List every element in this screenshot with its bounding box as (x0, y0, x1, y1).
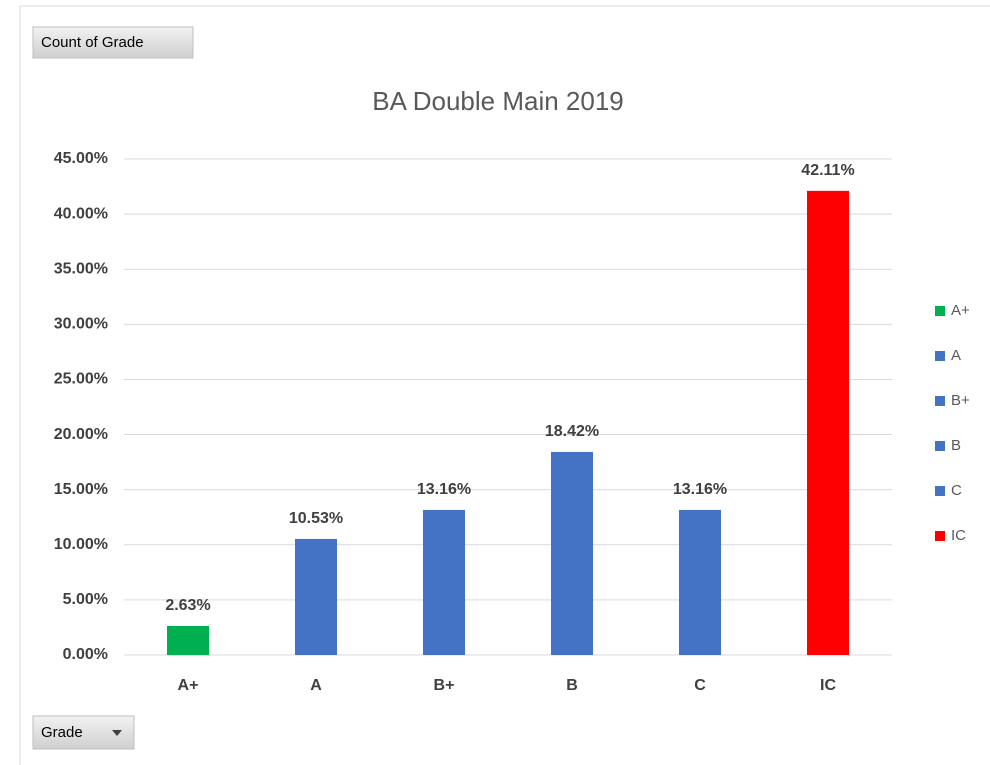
data-label: 10.53% (289, 510, 343, 527)
y-tick-label: 35.00% (54, 260, 108, 277)
axis-field-label: Grade (41, 724, 83, 741)
x-tick-label: B+ (434, 677, 455, 694)
y-tick-label: 15.00% (54, 481, 108, 498)
values-field-button[interactable] (32, 26, 194, 59)
y-tick-label: 5.00% (63, 591, 108, 608)
legend-label: A+ (951, 302, 970, 319)
legend-swatch (935, 306, 945, 316)
legend-swatch (935, 531, 945, 541)
x-tick-label: A (310, 677, 322, 694)
bar (807, 190, 849, 655)
y-tick-label: 45.00% (54, 150, 108, 167)
y-tick-label: 25.00% (54, 371, 108, 388)
values-field-label: Count of Grade (41, 34, 144, 51)
data-label: 2.63% (165, 597, 210, 614)
legend-swatch (935, 396, 945, 406)
legend-label: B (951, 437, 961, 454)
x-tick-label: B (566, 677, 578, 694)
legend-swatch (935, 486, 945, 496)
legend-label: A (951, 347, 961, 364)
legend-swatch (935, 441, 945, 451)
legend-label: B+ (951, 392, 970, 409)
y-tick-label: 40.00% (54, 205, 108, 222)
dropdown-arrow (112, 730, 122, 736)
x-tick-label: C (694, 677, 706, 694)
bar (423, 509, 465, 655)
data-label: 13.16% (417, 481, 471, 498)
chart-title: BA Double Main 2019 (372, 86, 624, 116)
x-tick-label: A+ (178, 677, 199, 694)
y-tick-label: 0.00% (63, 646, 108, 663)
legend-label: C (951, 482, 962, 499)
bar (295, 538, 337, 655)
bar (679, 509, 721, 655)
legend-label: IC (951, 527, 966, 544)
x-tick-label: IC (820, 677, 836, 694)
data-label: 18.42% (545, 423, 599, 440)
y-tick-label: 30.00% (54, 316, 108, 333)
bar (551, 451, 593, 655)
data-label: 42.11% (801, 162, 854, 179)
data-label: 13.16% (673, 481, 727, 498)
y-tick-label: 10.00% (54, 536, 108, 553)
y-tick-label: 20.00% (54, 426, 108, 443)
bar (167, 626, 209, 655)
legend-swatch (935, 351, 945, 361)
